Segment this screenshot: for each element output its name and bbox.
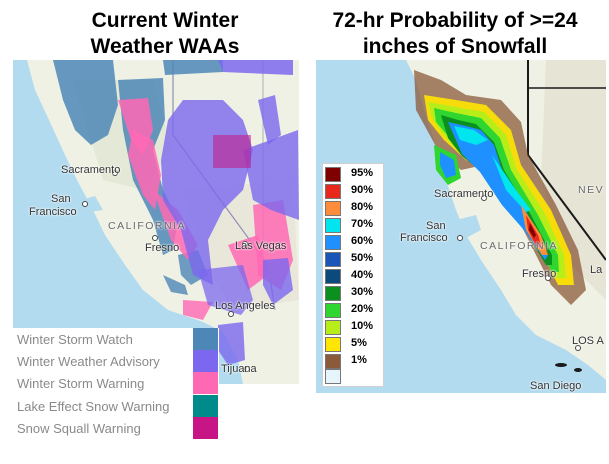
scale-swatch-0	[325, 369, 341, 384]
scale-swatch-80	[325, 201, 341, 216]
left-map-graphic	[13, 60, 299, 384]
legend-label-lake-effect-snow-warning: Lake Effect Snow Warning	[17, 399, 170, 414]
scale-swatch-30	[325, 286, 341, 301]
label-francisco: Francisco	[29, 206, 77, 218]
label-la: La	[590, 264, 603, 276]
scale-swatch-1	[325, 354, 341, 369]
label-nev: NEV	[578, 184, 605, 196]
scale-label-50: 50%	[351, 252, 374, 264]
left-title-line2: Weather WAAs	[90, 35, 240, 58]
scale-swatch-40	[325, 269, 341, 284]
legend-label-winter-weather-advisory: Winter Weather Advisory	[17, 354, 160, 369]
scale-label-90: 90%	[351, 184, 374, 196]
legend-swatch-winter-storm-watch	[193, 328, 218, 350]
label-san: San	[51, 193, 71, 205]
legend-swatch-lake-effect-snow-warning	[193, 395, 218, 417]
left-panel-title: Current Winter Weather WAAs	[30, 8, 300, 60]
scale-swatch-70	[325, 218, 341, 233]
right-title-line1: 72-hr Probability of >=24	[332, 9, 578, 32]
label-francisco-right: Francisco	[400, 232, 448, 244]
label-los-angeles: Los Angeles	[215, 300, 275, 312]
right-panel-title: 72-hr Probability of >=24 inches of Snow…	[305, 8, 605, 60]
label-sacramento: Sacramento	[61, 164, 121, 176]
label-tijuana: Tijuana	[221, 363, 257, 375]
winter-warnings-map[interactable]: Sacramento San Francisco CALIFORNIA Fres…	[13, 60, 299, 384]
scale-label-20: 20%	[351, 303, 374, 315]
scale-label-95: 95%	[351, 167, 374, 179]
label-fresno-right: Fresno	[522, 268, 557, 280]
label-california-right: CALIFORNIA	[480, 240, 559, 252]
scale-swatch-5	[325, 337, 341, 352]
scale-label-60: 60%	[351, 235, 374, 247]
scale-swatch-95	[325, 167, 341, 182]
label-san-diego: San Diego	[530, 380, 582, 392]
label-san-right: San	[426, 220, 446, 232]
scale-swatch-90	[325, 184, 341, 199]
scale-label-30: 30%	[351, 286, 374, 298]
label-las-vegas: Las Vegas	[235, 240, 287, 252]
scale-swatch-60	[325, 235, 341, 250]
probability-color-scale: 95% 90% 80% 70% 60% 50% 40% 30% 20% 10% …	[322, 163, 384, 387]
legend-swatch-snow-squall-warning	[193, 417, 218, 439]
right-title-line2: inches of Snowfall	[362, 35, 548, 58]
scale-label-70: 70%	[351, 218, 374, 230]
snowfall-probability-map[interactable]: Sacramento San Francisco CALIFORNIA Fres…	[316, 60, 606, 393]
legend-label-winter-storm-watch: Winter Storm Watch	[17, 332, 133, 347]
scale-label-40: 40%	[351, 269, 374, 281]
label-sacramento-right: Sacramento	[434, 188, 494, 200]
scale-label-5: 5%	[351, 337, 367, 349]
legend-label-snow-squall-warning: Snow Squall Warning	[17, 421, 141, 436]
label-california: CALIFORNIA	[108, 220, 187, 232]
warnings-legend: Winter Storm Watch Winter Weather Adviso…	[13, 328, 219, 444]
scale-label-10: 10%	[351, 320, 374, 332]
scale-label-80: 80%	[351, 201, 374, 213]
label-los-angeles-right: LOS A	[572, 335, 604, 347]
scale-swatch-20	[325, 303, 341, 318]
right-map-graphic	[316, 60, 606, 393]
legend-label-winter-storm-warning: Winter Storm Warning	[17, 376, 145, 391]
label-fresno: Fresno	[145, 242, 180, 254]
left-title-line1: Current Winter	[91, 9, 239, 32]
legend-swatch-winter-weather-advisory	[193, 350, 218, 372]
scale-swatch-10	[325, 320, 341, 335]
scale-swatch-50	[325, 252, 341, 267]
scale-label-1: 1%	[351, 354, 367, 366]
legend-swatch-winter-storm-warning	[193, 372, 218, 394]
